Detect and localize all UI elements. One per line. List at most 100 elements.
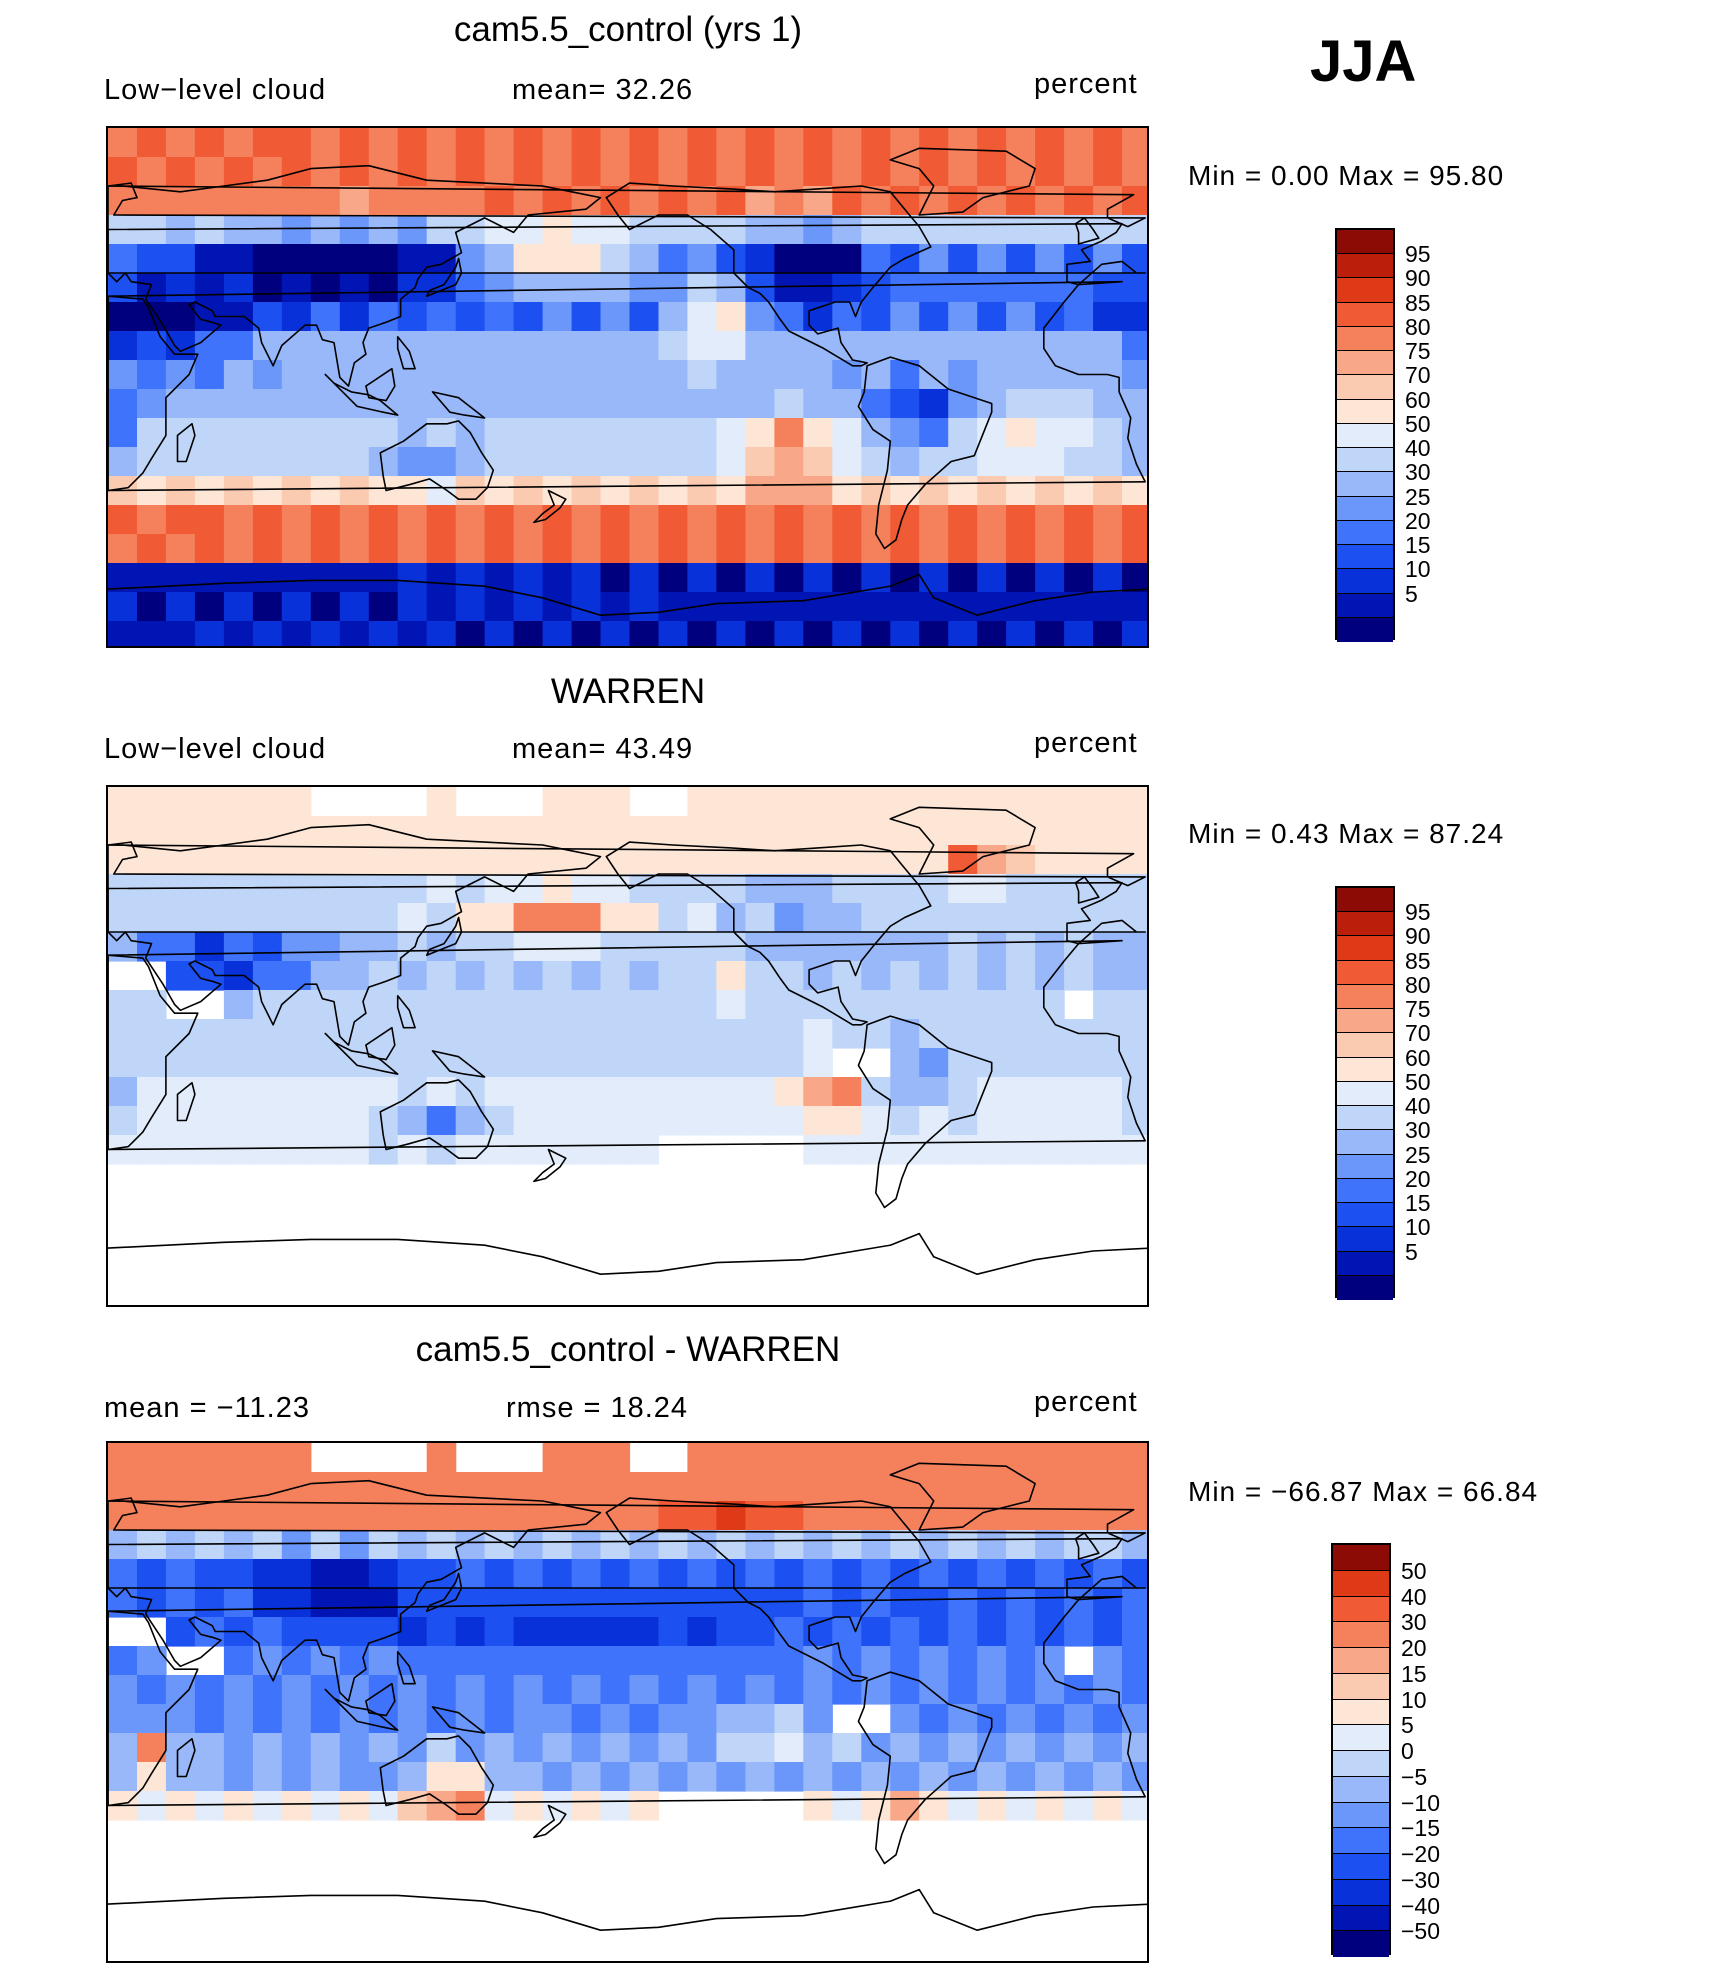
colorbar-tick-label: 40	[1405, 435, 1431, 462]
field-cell	[1122, 244, 1147, 274]
field-cell	[194, 787, 225, 817]
field-cell	[165, 244, 196, 274]
field-cell	[977, 1791, 1007, 1821]
field-cell	[803, 845, 833, 875]
field-cell	[194, 932, 225, 962]
field-cell	[948, 874, 978, 904]
field-cell	[832, 1443, 862, 1473]
colorbar-swatch	[1333, 1776, 1389, 1803]
field-cell	[1122, 157, 1147, 187]
field-cell	[397, 1472, 428, 1502]
field-cell	[1064, 1733, 1094, 1763]
colorbar-swatch	[1337, 278, 1393, 303]
field-cell	[194, 1443, 225, 1473]
field-cell	[281, 1617, 312, 1647]
field-cell	[223, 990, 254, 1020]
field-cell	[194, 1077, 225, 1107]
field-cell	[948, 1443, 978, 1473]
field-cell	[397, 1559, 428, 1589]
field-cell	[1006, 1019, 1036, 1049]
field-cell	[223, 1501, 254, 1531]
field-cell	[310, 845, 341, 875]
colorbar-swatch	[1337, 254, 1393, 279]
field-cell	[368, 1646, 399, 1676]
field-cell	[803, 1791, 833, 1821]
field-cell	[716, 787, 746, 817]
field-cell	[687, 816, 717, 846]
field-cell	[890, 1106, 920, 1136]
coastline-japan	[425, 916, 463, 956]
field-cell	[571, 1106, 602, 1136]
field-cell	[513, 1077, 544, 1107]
field-cell	[919, 1501, 949, 1531]
field-cell	[716, 534, 746, 564]
field-cell	[1035, 845, 1065, 875]
field-cell	[774, 128, 804, 158]
field-cell	[919, 1617, 949, 1647]
field-cell	[1064, 1762, 1094, 1792]
field-cell	[223, 360, 254, 390]
field-cell	[194, 128, 225, 158]
field-cell	[832, 534, 862, 564]
field-cell	[137, 128, 167, 158]
field-cell	[484, 244, 515, 274]
field-cell	[977, 903, 1007, 933]
field-cell	[310, 1559, 341, 1589]
field-cell	[919, 1704, 949, 1734]
field-cell	[716, 302, 746, 332]
field-cell	[1035, 787, 1065, 817]
colorbar-tick-label: −15	[1401, 1815, 1441, 1842]
field-cell	[223, 1704, 254, 1734]
field-cell	[252, 1791, 283, 1821]
field-cell	[165, 592, 196, 622]
field-cell	[1122, 1646, 1147, 1676]
field-cell	[1035, 273, 1065, 303]
field-cell	[426, 1443, 457, 1473]
field-cell	[948, 157, 978, 187]
coastline-japan	[425, 1572, 463, 1612]
field-cell	[745, 621, 775, 646]
field-cell	[252, 874, 283, 904]
field-cell	[1006, 1646, 1036, 1676]
field-cell	[108, 1077, 138, 1107]
field-cell	[368, 1077, 399, 1107]
field-cell	[803, 1443, 833, 1473]
field-cell	[1035, 360, 1065, 390]
field-cell	[339, 186, 370, 216]
field-cell	[368, 932, 399, 962]
field-cell	[861, 157, 891, 187]
field-cell	[1122, 1617, 1147, 1647]
field-cell	[542, 273, 573, 303]
field-cell	[397, 244, 428, 274]
field-cell	[600, 961, 631, 991]
field-cell	[223, 1675, 254, 1705]
field-cell	[310, 186, 341, 216]
coastline-uk	[1074, 217, 1100, 245]
field-cell	[774, 447, 804, 477]
field-cell	[252, 389, 283, 419]
field-cell	[1064, 331, 1094, 361]
field-cell	[832, 845, 862, 875]
field-cell	[426, 447, 457, 477]
field-cell	[339, 331, 370, 361]
field-cell	[774, 1106, 804, 1136]
field-cell	[1122, 1588, 1147, 1618]
field-cell	[1006, 360, 1036, 390]
field-cell	[513, 1617, 544, 1647]
field-cell	[108, 447, 138, 477]
field-cell	[1122, 1530, 1147, 1560]
field-cell	[281, 389, 312, 419]
field-cell	[223, 932, 254, 962]
field-cell	[977, 215, 1007, 245]
coastline-phil	[396, 1651, 416, 1685]
colorbar-tick-label: 90	[1405, 265, 1431, 292]
field-cell	[1093, 990, 1123, 1020]
field-cell	[513, 874, 544, 904]
field-cell	[426, 505, 457, 535]
field-cell	[1122, 1501, 1147, 1531]
colorbar-tick-label: 25	[1405, 1141, 1431, 1168]
field-cell	[774, 389, 804, 419]
field-cell	[977, 1019, 1007, 1049]
field-cell	[310, 1077, 341, 1107]
field-cell	[484, 621, 515, 646]
